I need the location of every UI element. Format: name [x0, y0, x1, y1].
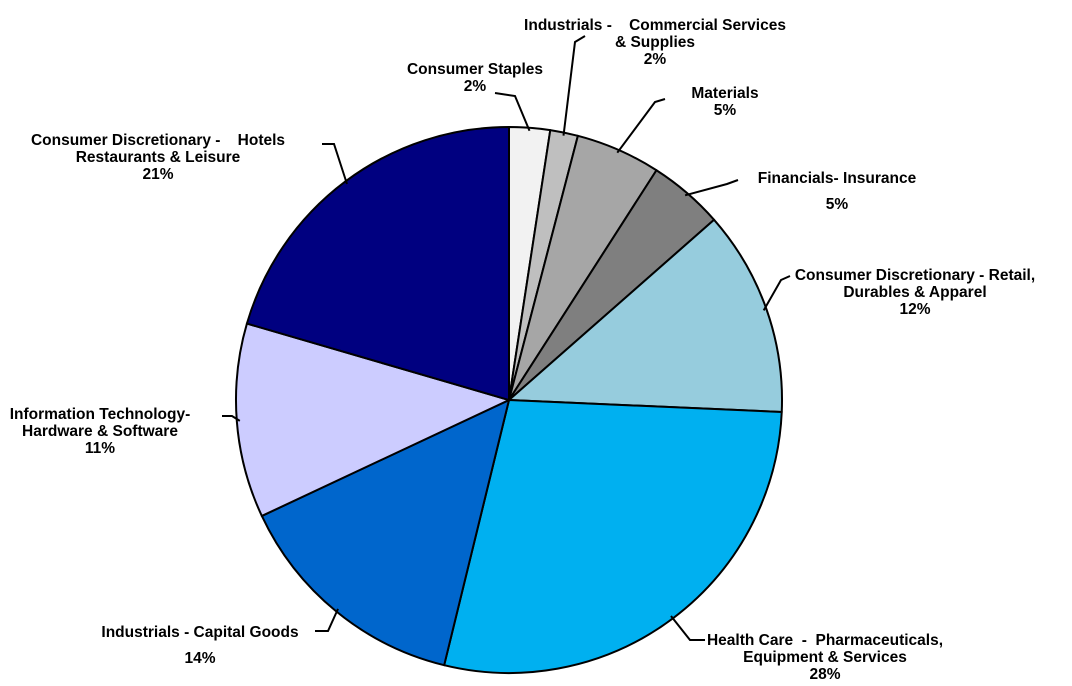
slice-label-health-care: Health Care - Pharmaceuticals, Equipment …: [707, 632, 943, 683]
slice-label-line: Health Care - Pharmaceuticals,: [707, 632, 943, 649]
slice-label-line: Equipment & Services: [743, 649, 907, 666]
leader-line-health-care: [670, 615, 705, 641]
leader-line-industrials-commercial: [562, 35, 586, 136]
slice-label-consumer-discretionary-hotels: Consumer Discretionary - Hotels Restauran…: [31, 132, 285, 183]
slice-label-line: Industrials - Capital Goods: [101, 624, 298, 641]
slice-label-line: Materials: [691, 85, 758, 102]
slice-label-industrials-capital-goods: Industrials - Capital Goods 14%: [101, 624, 298, 667]
leader-lines: [222, 35, 791, 641]
slice-label-line: 14%: [184, 650, 215, 667]
slice-label-line: 21%: [142, 166, 173, 183]
slice-label-materials: Materials 5%: [691, 85, 758, 119]
slice-label-line: Information Technology-: [10, 406, 191, 423]
leader-line-financials-insurance: [684, 179, 739, 197]
leader-line-industrials-capital-goods: [315, 608, 339, 632]
leader-line-consumer-discretionary-hotels: [322, 143, 348, 185]
slice-label-consumer-staples: Consumer Staples 2%: [407, 61, 543, 95]
slice-label-line: 5%: [714, 102, 737, 119]
leader-line-consumer-discretionary-retail: [762, 275, 791, 311]
slice-label-line: Consumer Discretionary - Retail,: [795, 267, 1035, 284]
slice-labels: Consumer Staples 2%Industrials - Commerci…: [10, 17, 1035, 683]
slice-label-industrials-commercial: Industrials - Commercial Services & Suppl…: [524, 17, 786, 68]
leader-line-information-technology: [222, 415, 241, 422]
slice-label-line: Restaurants & Leisure: [76, 149, 241, 166]
slice-label-line: Consumer Discretionary - Hotels: [31, 132, 285, 149]
slice-label-line: 2%: [644, 51, 667, 68]
slice-label-financials-insurance: Financials- Insurance 5%: [758, 170, 917, 213]
pie-slice-consumer-discretionary-retail: [508, 218, 784, 414]
slice-label-line: Durables & Apparel: [843, 284, 986, 301]
slice-label-line: 5%: [826, 196, 849, 213]
slice-label-line: & Supplies: [615, 34, 695, 51]
slice-label-information-technology: Information Technology-Hardware & Softwa…: [10, 406, 191, 457]
pie-slices: [235, 126, 784, 674]
slice-label-line: Hardware & Software: [22, 423, 178, 440]
slice-label-line: 2%: [464, 78, 487, 95]
pie-slice-information-technology: [235, 322, 510, 517]
leader-line-materials: [616, 98, 666, 154]
slice-label-line: Financials- Insurance: [758, 170, 917, 187]
slice-label-consumer-discretionary-retail: Consumer Discretionary - Retail, Durables…: [795, 267, 1035, 318]
slice-label-line: 12%: [899, 301, 930, 318]
slice-label-line: Industrials - Commercial Services: [524, 17, 786, 34]
slice-label-line: Consumer Staples: [407, 61, 543, 78]
slice-label-line: 11%: [85, 440, 115, 457]
leader-line-consumer-staples: [494, 92, 531, 132]
slice-label-line: 28%: [809, 666, 840, 683]
